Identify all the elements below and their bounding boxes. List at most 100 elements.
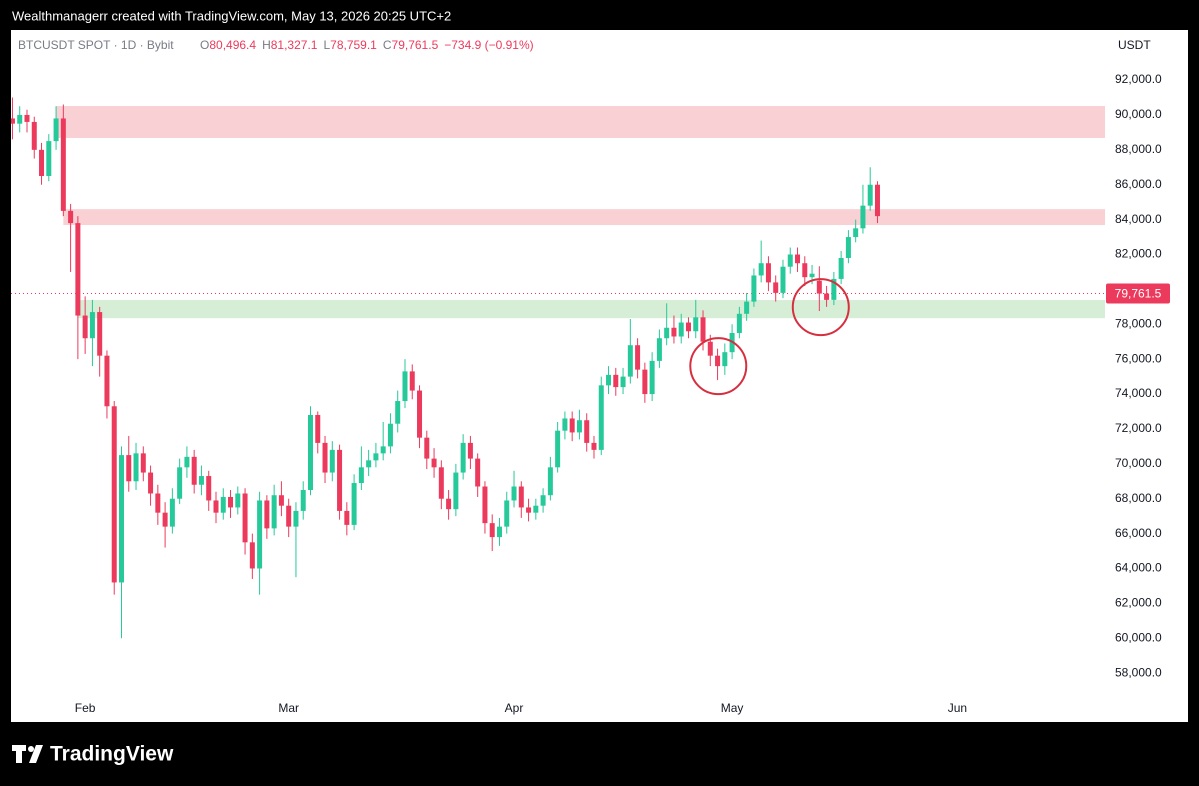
- candle-body: [715, 355, 721, 367]
- candle-body: [155, 493, 161, 513]
- annotation-circle: [791, 278, 850, 337]
- y-tick-label: 90,000.0: [1115, 107, 1162, 121]
- symbol-label: BTCUSDT SPOT · 1D · Bybit: [18, 38, 174, 52]
- candle-body: [351, 483, 357, 525]
- logo-icon: [12, 745, 26, 763]
- y-tick-label: 78,000.0: [1115, 316, 1162, 330]
- y-tick-label: 64,000.0: [1115, 561, 1162, 575]
- zone: [56, 106, 1105, 138]
- plot-area: [11, 97, 1105, 639]
- candle-body: [867, 184, 873, 206]
- candle-body: [417, 390, 423, 438]
- candle-body: [387, 423, 393, 447]
- logo-icon: [28, 746, 34, 752]
- candle-body: [126, 455, 132, 482]
- candle-body: [816, 280, 822, 294]
- candle-body: [24, 114, 30, 122]
- y-tick-label: 86,000.0: [1115, 177, 1162, 191]
- candle-body: [547, 467, 553, 496]
- candle-body: [358, 467, 364, 484]
- candle-body: [664, 327, 670, 339]
- candle-body: [337, 449, 343, 511]
- candle-body: [220, 496, 226, 513]
- candle-body: [264, 500, 270, 529]
- candle-body: [11, 118, 15, 124]
- candle-body: [831, 278, 837, 300]
- x-tick-label: Mar: [278, 701, 299, 715]
- candle-body: [744, 301, 750, 314]
- candle-body: [293, 510, 299, 527]
- candle-body: [133, 453, 139, 482]
- candle-body: [736, 313, 742, 334]
- candle-body: [315, 414, 321, 443]
- candle-body: [504, 500, 510, 527]
- candle-body: [118, 455, 124, 583]
- y-tick-label: 72,000.0: [1115, 421, 1162, 435]
- y-tick-label: 60,000.0: [1115, 630, 1162, 644]
- candle-body: [82, 315, 88, 339]
- candle-body: [431, 458, 437, 468]
- candle-body: [213, 500, 219, 513]
- candle-body: [191, 456, 197, 485]
- candle-body: [642, 369, 648, 395]
- candle-body: [722, 352, 728, 367]
- candle-body: [409, 371, 415, 391]
- y-tick-label: 88,000.0: [1115, 142, 1162, 156]
- candle-body: [758, 263, 764, 276]
- candle-body: [824, 293, 830, 300]
- candle-body: [97, 312, 103, 356]
- candle-body: [46, 141, 52, 177]
- price-axis: 58,000.0 60,000.0 62,000.0 64,000.0 66,000.0…: [75, 72, 1170, 715]
- candle-body: [53, 118, 59, 142]
- candle-body: [576, 420, 582, 433]
- candle-body: [249, 542, 255, 569]
- candle-body: [453, 472, 459, 510]
- candle-body: [795, 254, 801, 264]
- candle-body: [424, 437, 430, 459]
- candle-body: [206, 476, 212, 501]
- chart-panel: [11, 30, 1188, 722]
- candle-body: [242, 493, 248, 543]
- candle-body: [140, 453, 146, 473]
- last-price-box: [1106, 283, 1170, 304]
- ohlc-key: H: [262, 38, 271, 52]
- candle-body: [787, 254, 793, 267]
- candle-body: [475, 458, 481, 487]
- candle-body: [860, 205, 866, 229]
- candle-body: [773, 282, 779, 293]
- candle-body: [257, 500, 263, 569]
- zone: [63, 209, 1105, 226]
- y-tick-label: 68,000.0: [1115, 491, 1162, 505]
- candle-body: [17, 114, 23, 124]
- candle-body: [184, 456, 190, 468]
- candle-body: [765, 263, 771, 283]
- candle-body: [489, 523, 495, 538]
- candle-body: [307, 414, 313, 490]
- y-tick-label: 84,000.0: [1115, 212, 1162, 226]
- ohlc-legend: O80,496.4 H81,327.1 L78,759.1 C79,761.5 −734…: [200, 38, 534, 52]
- candle-body: [286, 505, 292, 527]
- candle-body: [111, 406, 117, 583]
- x-tick-label: Feb: [75, 701, 96, 715]
- last-price-label: 79,761.5: [1115, 287, 1162, 301]
- y-tick-label: 70,000.0: [1115, 456, 1162, 470]
- candle-body: [148, 472, 154, 494]
- footer-brand: TradingView: [50, 743, 174, 766]
- candle-body: [380, 446, 386, 454]
- candle-body: [540, 495, 546, 506]
- top-bar-text: Wealthmanagerr created with TradingView.…: [12, 8, 451, 23]
- candle-body: [518, 486, 524, 508]
- candle-body: [845, 237, 851, 258]
- candle-body: [511, 486, 517, 501]
- candle-body: [300, 489, 306, 511]
- candle-body: [656, 338, 662, 361]
- candle-body: [620, 376, 626, 388]
- logo-icon: [29, 745, 43, 763]
- x-tick-label: May: [721, 701, 744, 715]
- candle-body: [31, 121, 37, 150]
- candle-body: [177, 467, 183, 499]
- y-tick-label: 74,000.0: [1115, 386, 1162, 400]
- candle-body: [162, 512, 168, 527]
- candle-body: [198, 476, 204, 485]
